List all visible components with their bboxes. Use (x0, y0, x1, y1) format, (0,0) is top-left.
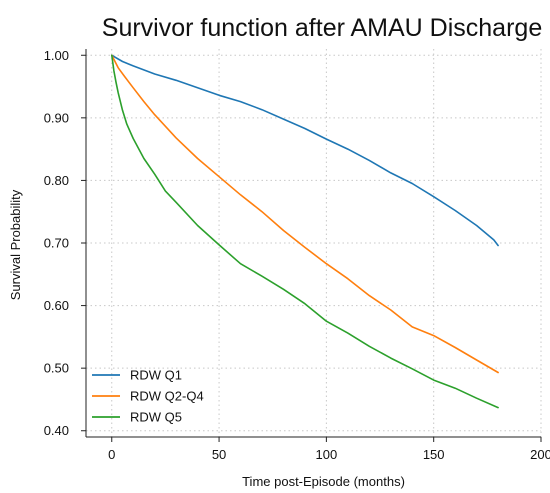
y-tick-label: 0.60 (44, 298, 69, 313)
legend-label: RDW Q2-Q4 (130, 389, 204, 404)
x-tick-label: 200 (530, 447, 550, 462)
legend-label: RDW Q1 (130, 368, 182, 383)
y-tick-label: 0.90 (44, 110, 69, 125)
y-axis-label: Survival Probability (8, 189, 23, 300)
x-tick-label: 0 (108, 447, 115, 462)
legend-item: RDW Q5 (92, 410, 182, 425)
legend-label: RDW Q5 (130, 410, 182, 425)
y-tick-label: 0.40 (44, 423, 69, 438)
legend: RDW Q1 RDW Q2-Q4 RDW Q5 (92, 368, 204, 425)
grid-layer (86, 49, 542, 437)
x-axis-label: Time post-Episode (months) (242, 474, 405, 489)
y-tick-label: 0.70 (44, 236, 69, 251)
x-tick-label: 100 (316, 447, 338, 462)
series-line-rdw-q5 (111, 54, 499, 409)
x-tick-label: 150 (423, 447, 445, 462)
y-tick-label: 1.00 (44, 48, 69, 63)
x-tick-label: 50 (212, 447, 226, 462)
ticks-layer: 0 50 100 150 200 0.40 0.50 0.60 0.70 0.80 0.90 1.00 (44, 48, 550, 462)
chart-title: Survivor function after AMAU Discharge (102, 14, 542, 42)
legend-item: RDW Q2-Q4 (92, 389, 204, 404)
legend-item: RDW Q1 (92, 368, 182, 383)
series-layer (111, 54, 499, 409)
series-line-rdw-q1 (111, 54, 499, 247)
series-line-rdw-q2-q4 (111, 54, 499, 374)
y-tick-label: 0.50 (44, 361, 69, 376)
y-tick-label: 0.80 (44, 173, 69, 188)
